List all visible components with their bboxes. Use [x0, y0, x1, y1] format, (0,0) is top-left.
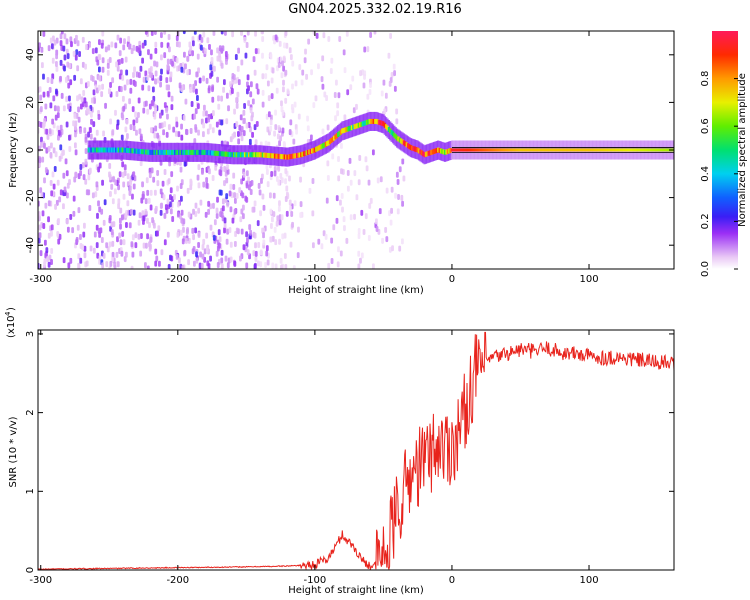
spectrogram-y-tick-label: 0	[25, 147, 36, 153]
snr-frame	[37, 329, 675, 571]
snr-x-label: Height of straight line (km)	[288, 585, 424, 596]
svg-text:4: 4	[4, 311, 12, 316]
spectrogram-y-tick-label: -20	[25, 189, 36, 205]
page-title: GN04.2025.332.02.19.R16	[288, 2, 462, 17]
colorbar-tick-label: 0.6	[700, 118, 711, 134]
colorbar: 0.0 0.2 0.4 0.6 0.8 Normalized spectral ampl…	[700, 31, 748, 277]
snr-x-tick-label: 100	[579, 575, 598, 586]
snr-plot: -300 -200 -100 0 100 0 1 2 3 Height of straight …	[4, 307, 675, 596]
snr-y-tick-label: 0	[25, 567, 36, 573]
colorbar-tick-label: 0.0	[700, 261, 711, 277]
snr-y-tick-label: 2	[25, 409, 36, 415]
colorbar-tick-label: 0.4	[700, 166, 711, 182]
spectrogram-noise-speckles	[38, 31, 406, 269]
spectrogram-y-label: Frequency (Hz)	[8, 112, 19, 188]
snr-x-tick-label: -200	[166, 575, 189, 586]
spectrogram-x-tick-label: 0	[449, 274, 455, 285]
snr-y-label: SNR (10 * v/v)	[8, 416, 19, 487]
snr-x-tick-label: 0	[449, 575, 455, 586]
colorbar-tick-label: 0.8	[700, 71, 711, 87]
snr-y-tick-label: 3	[25, 331, 36, 337]
spectrogram-y-tick-label: 40	[25, 48, 36, 61]
svg-text:(x10: (x10	[6, 315, 17, 338]
spectrogram-x-tick-label: -100	[304, 274, 327, 285]
snr-data	[38, 331, 674, 570]
spectrogram-x-label: Height of straight line (km)	[288, 285, 424, 296]
spectrogram-data	[38, 31, 674, 269]
spectrogram-x-tick-label: -300	[29, 274, 52, 285]
spectrogram-x-tick-label: 100	[579, 274, 598, 285]
snr-y-tick-label: 1	[25, 488, 36, 494]
snr-x-tick-label: -100	[304, 575, 327, 586]
colorbar-label: Normalized spectral amplitude	[737, 73, 748, 227]
snr-axes: -300 -200 -100 0 100 0 1 2 3	[25, 330, 674, 586]
colorbar-gradient	[712, 31, 738, 269]
spectrogram-y-tick-label: 20	[25, 96, 36, 109]
snr-series-line	[38, 331, 674, 570]
snr-multiplier: (x10 4 )	[4, 307, 17, 338]
snr-x-tick-label: -300	[29, 575, 52, 586]
colorbar-tick-label: 0.2	[700, 213, 711, 229]
spectrogram-x-tick-label: -200	[166, 274, 189, 285]
spectrogram-y-tick-label: -40	[25, 237, 36, 253]
spectrogram-ridge	[87, 111, 674, 167]
svg-text:): )	[6, 307, 17, 311]
colorbar-axis: 0.0 0.2 0.4 0.6 0.8	[700, 71, 738, 277]
